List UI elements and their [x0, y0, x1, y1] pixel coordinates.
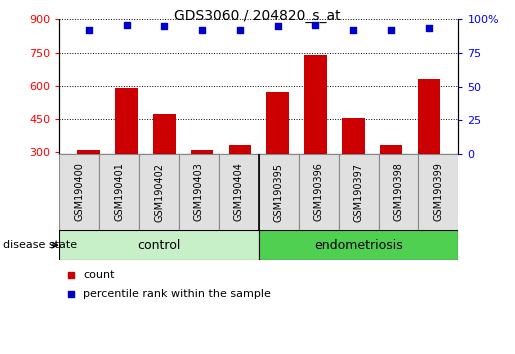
Bar [304, 55, 327, 154]
Text: GSM190403: GSM190403 [194, 162, 204, 222]
Text: disease state: disease state [3, 240, 77, 250]
Point [387, 27, 395, 33]
FancyBboxPatch shape [99, 154, 139, 230]
Bar [380, 145, 402, 154]
FancyBboxPatch shape [139, 154, 179, 230]
Point [123, 22, 131, 28]
Point [67, 291, 75, 297]
Bar [115, 88, 138, 154]
FancyBboxPatch shape [339, 154, 379, 230]
Text: control: control [138, 239, 181, 252]
Bar [153, 114, 176, 154]
FancyBboxPatch shape [259, 230, 458, 260]
Point [425, 25, 433, 30]
FancyBboxPatch shape [59, 154, 99, 230]
Bar [229, 145, 251, 154]
Point [198, 27, 206, 33]
Text: count: count [83, 270, 115, 280]
Point [160, 23, 168, 29]
Point [273, 23, 282, 29]
Text: GSM190402: GSM190402 [154, 162, 164, 222]
Text: GSM190399: GSM190399 [434, 162, 443, 222]
Text: GSM190400: GSM190400 [74, 162, 84, 222]
FancyBboxPatch shape [418, 154, 458, 230]
FancyBboxPatch shape [379, 154, 418, 230]
Point [84, 27, 93, 33]
Text: endometriosis: endometriosis [314, 239, 403, 252]
Point [67, 272, 75, 278]
Text: GSM190398: GSM190398 [393, 162, 403, 222]
Text: GDS3060 / 204820_s_at: GDS3060 / 204820_s_at [174, 9, 341, 23]
Bar [77, 150, 100, 154]
Point [312, 22, 320, 28]
Text: GSM190397: GSM190397 [354, 162, 364, 222]
FancyBboxPatch shape [259, 154, 299, 230]
FancyBboxPatch shape [299, 154, 339, 230]
Point [236, 27, 244, 33]
FancyBboxPatch shape [59, 230, 259, 260]
Bar [266, 92, 289, 154]
Text: percentile rank within the sample: percentile rank within the sample [83, 289, 271, 299]
Text: GSM190401: GSM190401 [114, 162, 124, 222]
FancyBboxPatch shape [179, 154, 219, 230]
Bar [191, 150, 213, 154]
FancyBboxPatch shape [219, 154, 259, 230]
Text: GSM190395: GSM190395 [274, 162, 284, 222]
Bar [418, 79, 440, 154]
Text: GSM190404: GSM190404 [234, 162, 244, 222]
Bar [342, 118, 365, 154]
Text: GSM190396: GSM190396 [314, 162, 323, 222]
Point [349, 27, 357, 33]
